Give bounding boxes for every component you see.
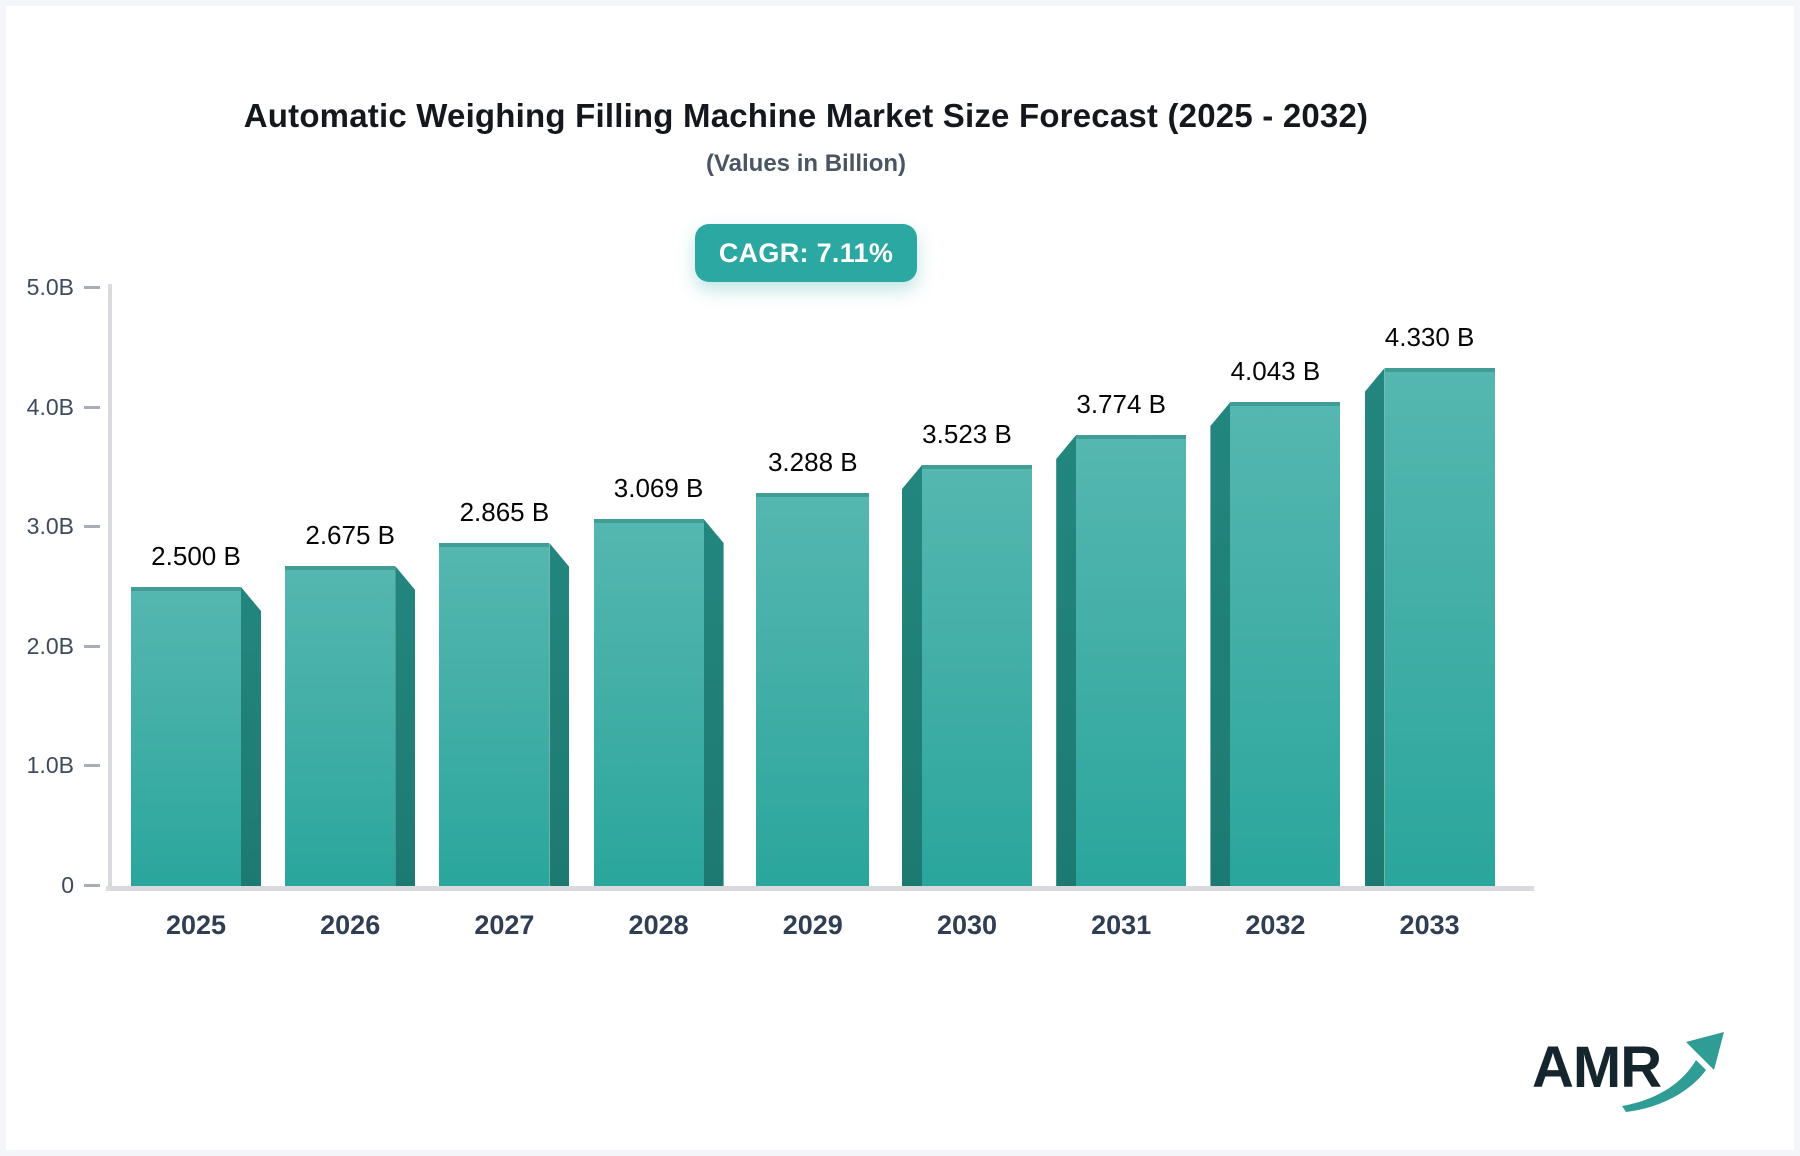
amr-logo-text: AMR [1532, 1035, 1662, 1100]
bar-2032 [1230, 402, 1341, 886]
x-tick-label-2025: 2025 [165, 910, 227, 940]
growth-arrow-icon [1622, 1032, 1724, 1112]
y-tick-label: 1.0B [26, 752, 74, 779]
bar-side-3d-2032 [1210, 402, 1231, 886]
x-tick-label-2028: 2028 [628, 910, 689, 940]
x-axis-line [106, 886, 1534, 891]
y-tick-label: 0 [61, 872, 74, 898]
bar-side-3d-2033 [1364, 368, 1385, 886]
y-tick [84, 286, 100, 289]
cagr-badge: CAGR: 7.11% [695, 224, 917, 282]
bar-2025 [131, 587, 241, 886]
bar-value-label-2033: 4.330 B [1384, 322, 1475, 352]
bar-2029 [755, 493, 869, 886]
bar-2030 [922, 465, 1032, 886]
cagr-badge-label: CAGR: 7.11% [718, 237, 894, 268]
y-tick [84, 764, 100, 768]
bar-side-3d-2026 [395, 566, 416, 886]
bar-2028 [593, 519, 704, 886]
bar-value-label-2028: 3.069 B [613, 473, 704, 503]
y-tick [84, 525, 100, 529]
x-tick-label-2029: 2029 [782, 910, 843, 940]
x-tick-label-2033: 2033 [1399, 910, 1460, 940]
y-tick [84, 644, 100, 648]
y-tick-label: 5.0B [26, 274, 74, 300]
bar-2026 [285, 566, 396, 886]
bar-side-3d-2025 [241, 587, 261, 886]
amr-logo: AMR [1532, 1028, 1732, 1118]
bar-2027 [439, 543, 550, 886]
y-tick [84, 884, 100, 887]
chart-title: Automatic Weighing Filling Machine Marke… [243, 97, 1369, 134]
bar-side-3d-2030 [902, 465, 922, 886]
x-tick-label-2026: 2026 [320, 910, 381, 940]
x-tick-label-2030: 2030 [936, 910, 998, 940]
chart-subtitle: (Values in Billion) [705, 150, 907, 177]
x-tick-label-2032: 2032 [1245, 910, 1306, 940]
y-axis-line [108, 284, 112, 890]
x-tick-label-2031: 2031 [1091, 910, 1152, 940]
bar-2031 [1076, 435, 1187, 886]
bar-side-3d-2027 [549, 543, 570, 886]
bar-value-label-2032: 4.043 B [1230, 356, 1321, 386]
bar-value-label-2030: 3.523 B [922, 419, 1012, 449]
y-tick-label: 4.0B [26, 393, 74, 420]
y-tick-label: 2.0B [26, 632, 74, 659]
bar-2033 [1384, 368, 1495, 886]
bar-value-label-2026: 2.675 B [305, 520, 395, 550]
bar-value-label-2027: 2.865 B [459, 497, 550, 527]
x-tick-label-2027: 2027 [474, 910, 535, 940]
y-tick [84, 405, 100, 409]
bar-value-label-2031: 3.774 B [1076, 389, 1166, 419]
bar-value-label-2029: 3.288 B [767, 447, 858, 477]
bar-value-label-2025: 2.500 B [151, 541, 241, 571]
y-tick-label: 3.0B [26, 513, 74, 540]
bar-side-3d-2031 [1056, 435, 1077, 886]
bar-side-3d-2028 [703, 519, 724, 886]
